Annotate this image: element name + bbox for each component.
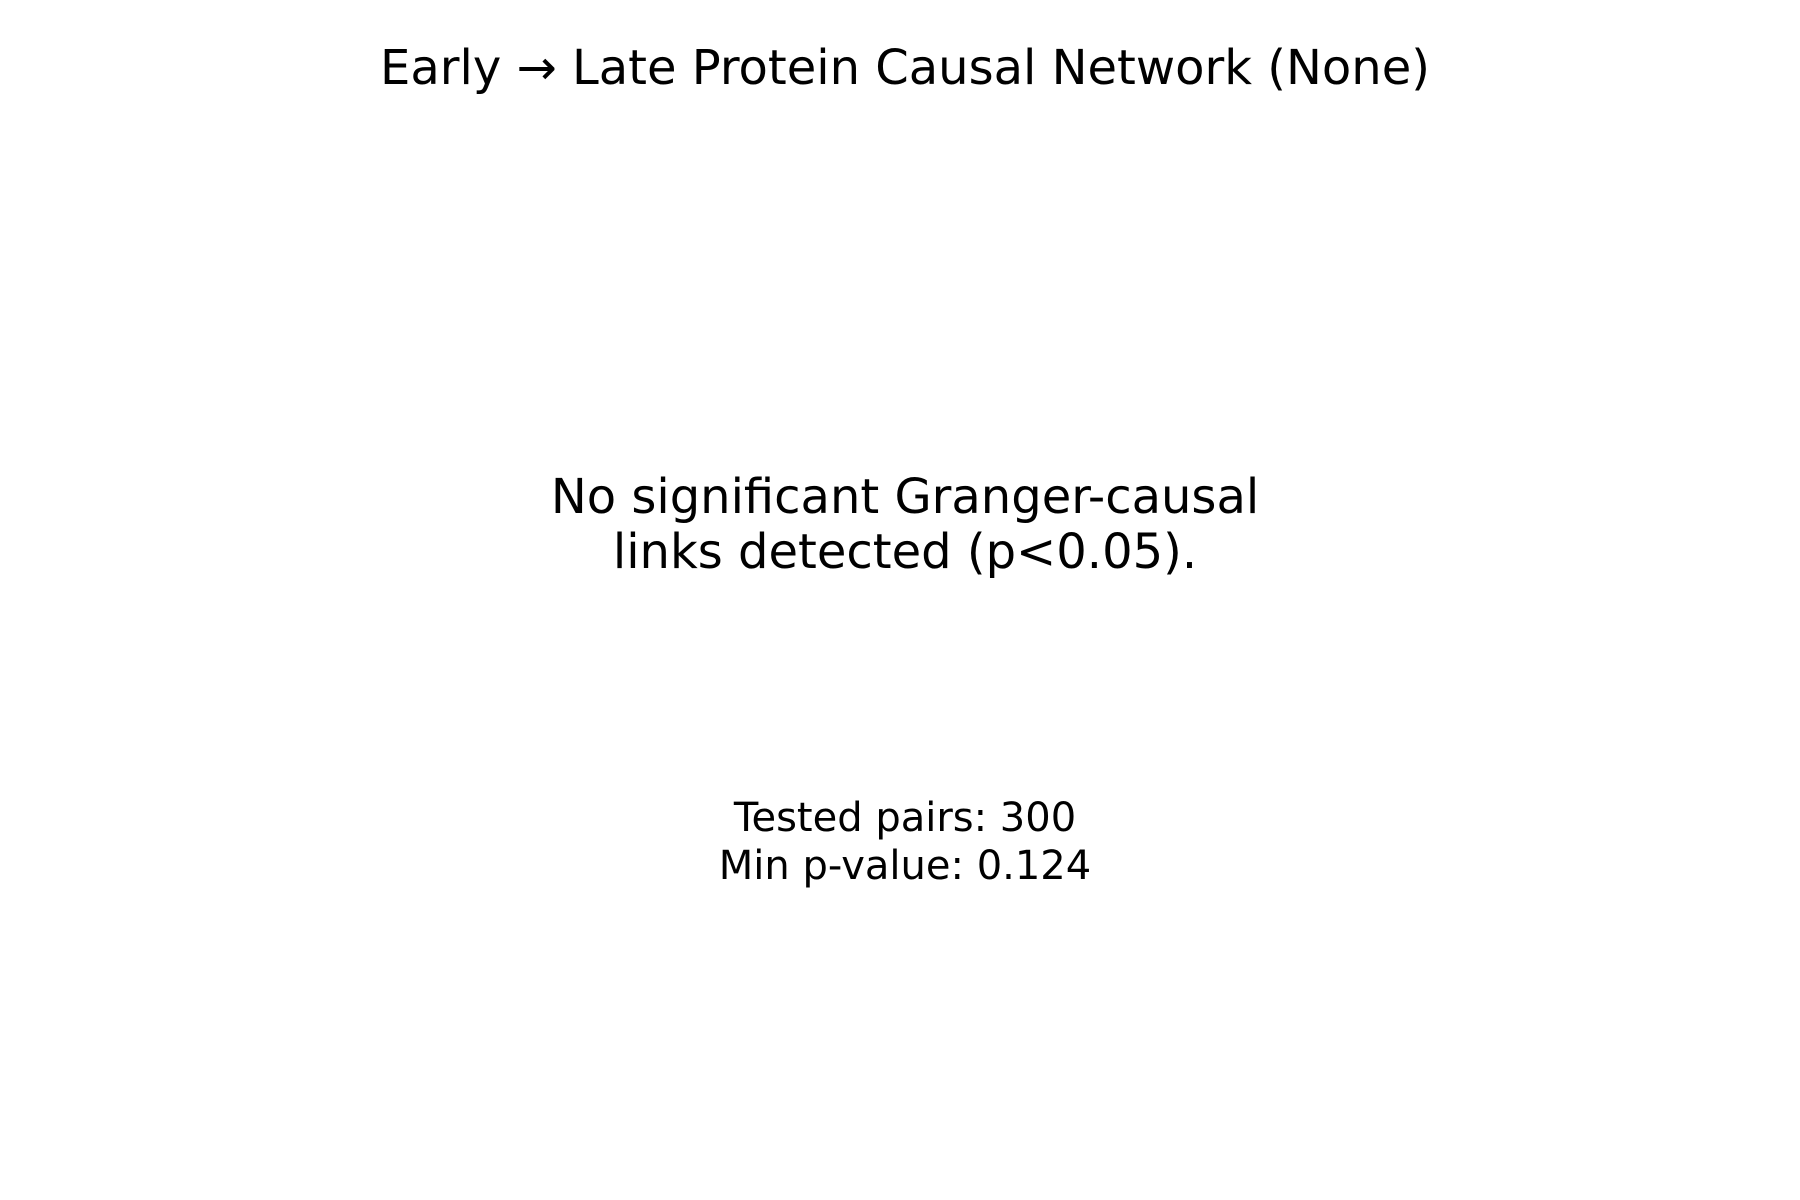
no-links-message-line-1: No significant Granger-causal — [550, 469, 1260, 525]
min-pvalue-label: Min p-value: 0.124 — [718, 843, 1092, 889]
no-links-message: No significant Granger-causal links dete… — [0, 470, 1800, 580]
test-statistics: Tested pairs: 300 Min p-value: 0.124 — [0, 794, 1800, 890]
chart-title: Early → Late Protein Causal Network (Non… — [380, 40, 1430, 96]
no-links-message-line-2: links detected (p<0.05). — [612, 524, 1198, 580]
tested-pairs-label: Tested pairs: 300 — [733, 795, 1077, 841]
